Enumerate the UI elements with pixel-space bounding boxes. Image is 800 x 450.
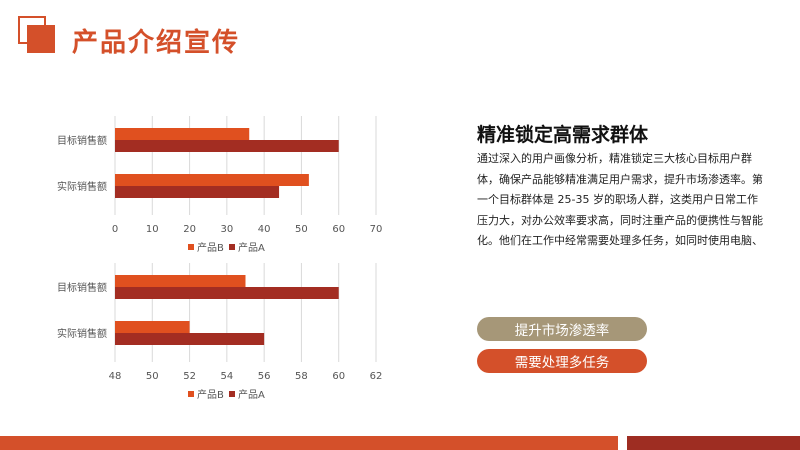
logo-filled-square <box>27 25 55 53</box>
category-label: 实际销售额 <box>57 180 107 193</box>
x-tick-label: 56 <box>258 371 271 382</box>
category-label: 目标销售额 <box>57 281 107 294</box>
penetration-rate-button[interactable]: 提升市场渗透率 <box>477 317 647 341</box>
bar-product-a <box>115 186 280 198</box>
legend-swatch <box>188 391 194 397</box>
footer-bar-dark <box>627 436 800 450</box>
x-tick-label: 10 <box>146 224 159 235</box>
x-tick-label: 48 <box>109 371 122 382</box>
x-tick-label: 60 <box>332 371 345 382</box>
x-tick-label: 40 <box>258 224 271 235</box>
bar-product-a <box>115 140 339 152</box>
side-paragraph: 通过深入的用户画像分析，精准锁定三大核心目标用户群体，确保产品能够精准满足用户需… <box>477 152 763 247</box>
x-tick-label: 70 <box>370 224 383 235</box>
legend-swatch <box>188 244 194 250</box>
x-tick-label: 58 <box>295 371 308 382</box>
legend-label: 产品B <box>197 388 224 401</box>
x-tick-label: 54 <box>220 371 233 382</box>
bar-product-a <box>115 287 339 299</box>
x-tick-label: 50 <box>146 371 159 382</box>
x-tick-label: 50 <box>295 224 308 235</box>
x-tick-label: 52 <box>183 371 196 382</box>
x-tick-label: 62 <box>370 371 383 382</box>
bar-product-b <box>115 174 309 186</box>
legend-label: 产品A <box>238 388 265 401</box>
x-tick-label: 60 <box>332 224 345 235</box>
legend-label: 产品B <box>197 241 224 254</box>
x-tick-label: 30 <box>220 224 233 235</box>
side-heading: 精准锁定高需求群体 <box>477 124 649 146</box>
logo-mark <box>0 0 60 60</box>
bar-product-b <box>115 128 250 140</box>
x-tick-label: 20 <box>183 224 196 235</box>
category-label: 实际销售额 <box>57 327 107 340</box>
footer-bar-accent <box>0 436 618 450</box>
page-title: 产品介绍宣传 <box>72 28 241 58</box>
multitask-button[interactable]: 需要处理多任务 <box>477 349 647 373</box>
legend-swatch <box>229 244 235 250</box>
bar-product-b <box>115 275 246 287</box>
x-tick-label: 0 <box>112 224 118 235</box>
category-label: 目标销售额 <box>57 134 107 147</box>
legend-swatch <box>229 391 235 397</box>
bar-chart-2: 48 50 52 54 56 58 60 62 目标销售额实际销售额产品B 产品A <box>0 255 400 405</box>
bar-product-a <box>115 333 265 345</box>
bar-chart-1: 0 10 20 30 40 50 60 70 目标销售额实际销售额产品B 产品A <box>0 108 400 258</box>
bar-product-b <box>115 321 190 333</box>
legend-label: 产品A <box>238 241 265 254</box>
